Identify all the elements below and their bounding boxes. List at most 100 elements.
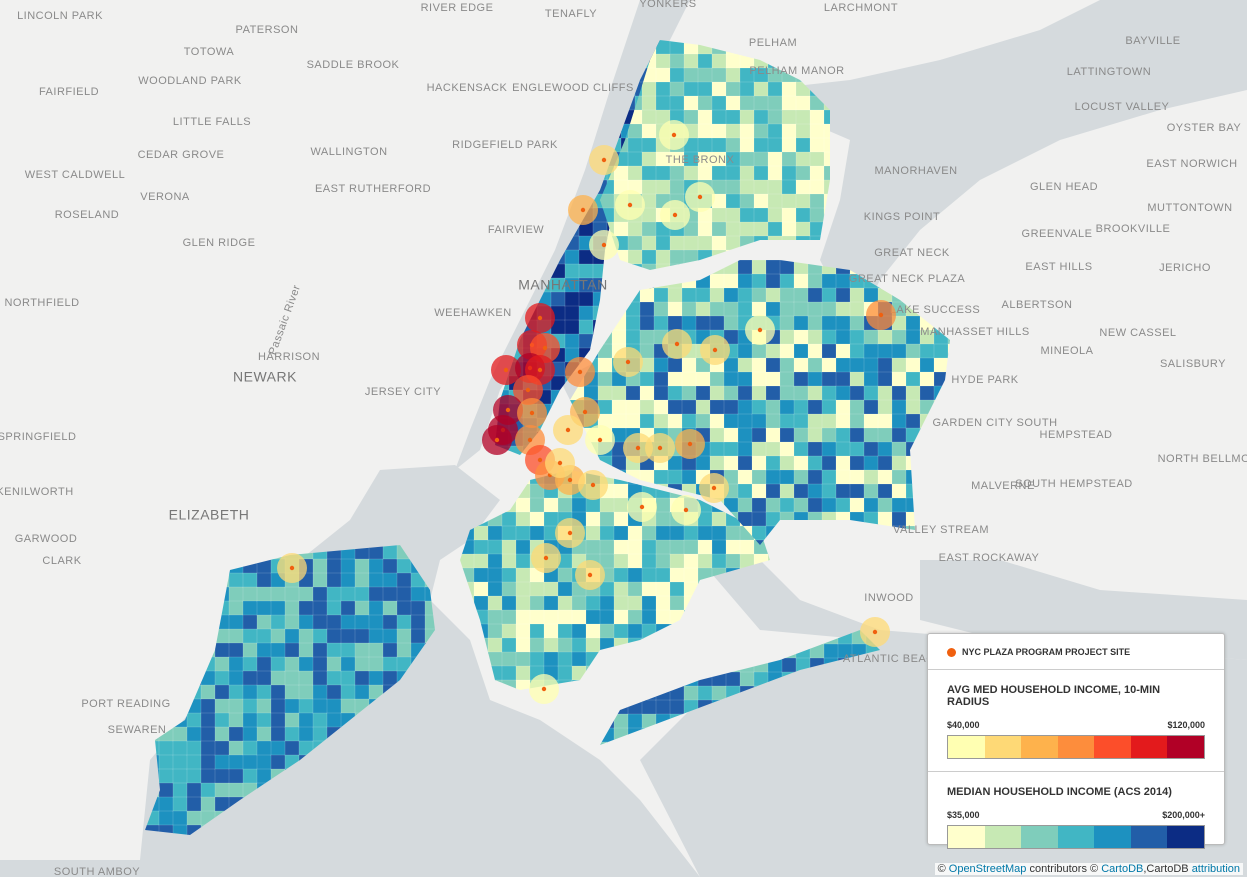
tract	[683, 95, 699, 111]
tract	[683, 685, 699, 701]
tract	[326, 698, 342, 714]
tract	[382, 586, 398, 602]
tract	[807, 301, 823, 317]
tract	[739, 81, 755, 97]
tract	[877, 343, 893, 359]
tract	[751, 287, 767, 303]
tract	[396, 600, 412, 616]
tract	[667, 315, 683, 331]
tract	[725, 193, 741, 209]
tract	[723, 357, 739, 373]
tract	[737, 441, 753, 457]
tract	[641, 581, 657, 597]
tract	[627, 221, 643, 237]
tract	[585, 609, 601, 625]
tract	[597, 371, 613, 387]
tract	[877, 511, 893, 527]
tract	[751, 483, 767, 499]
tract	[891, 371, 907, 387]
tract	[186, 726, 202, 742]
tract	[515, 581, 531, 597]
tract	[487, 609, 503, 625]
tract	[326, 642, 342, 658]
attribution-link[interactable]: attribution	[1191, 863, 1240, 875]
tract	[739, 221, 755, 237]
radius-legend: AVG MED HOUSEHOLD INCOME, 10-MIN RADIUS …	[928, 684, 1224, 759]
tract	[641, 207, 657, 223]
tract	[753, 151, 769, 167]
tract	[599, 525, 615, 541]
tract	[891, 385, 907, 401]
tract	[683, 539, 699, 555]
tract	[214, 656, 230, 672]
tract	[501, 567, 517, 583]
tract	[795, 193, 811, 209]
place-label: VALLEY STREAM	[893, 524, 989, 536]
cartodb-link[interactable]: CartoDB	[1101, 863, 1144, 875]
tract	[737, 399, 753, 415]
tract	[683, 109, 699, 125]
tract	[599, 623, 615, 639]
tract	[807, 343, 823, 359]
place-label: HYDE PARK	[951, 374, 1018, 386]
tract	[256, 628, 272, 644]
tract	[835, 385, 851, 401]
tract	[723, 455, 739, 471]
tract	[751, 427, 767, 443]
tract	[709, 385, 725, 401]
place-label: BROOKVILLE	[1096, 223, 1171, 235]
tract	[669, 179, 685, 195]
tract	[564, 333, 580, 349]
tract	[739, 179, 755, 195]
tract	[639, 301, 655, 317]
tract	[823, 137, 830, 153]
tract	[779, 413, 795, 429]
site-point	[289, 565, 295, 571]
tract	[807, 385, 823, 401]
tract	[214, 642, 230, 658]
osm-link[interactable]: OpenStreetMap	[948, 863, 1027, 875]
tract	[765, 385, 781, 401]
tract	[655, 595, 671, 611]
tract	[242, 642, 258, 658]
tract	[354, 670, 370, 686]
tract	[473, 595, 489, 611]
tract	[863, 343, 879, 359]
tract	[781, 151, 797, 167]
tract	[739, 137, 755, 153]
tract	[641, 553, 657, 569]
tract	[460, 553, 475, 569]
ramp-swatch	[1130, 736, 1168, 758]
legend-ends: $35,000 $200,000+	[947, 810, 1205, 820]
tract	[695, 413, 711, 429]
tract	[284, 642, 300, 658]
ramp-swatch	[1057, 736, 1095, 758]
tract	[795, 137, 811, 153]
tract	[807, 371, 823, 387]
tract	[228, 670, 244, 686]
tract	[849, 483, 865, 499]
place-label: WALLINGTON	[310, 146, 387, 158]
tract	[473, 567, 489, 583]
tract	[849, 497, 865, 513]
tract	[793, 483, 809, 499]
tract	[655, 699, 671, 715]
tract	[585, 539, 601, 555]
tract	[751, 413, 767, 429]
tract	[821, 371, 837, 387]
site-point	[590, 482, 596, 488]
place-label: GREAT NECK PLAZA	[849, 273, 966, 285]
tract	[765, 413, 781, 429]
tract	[564, 249, 580, 265]
tract	[709, 273, 725, 289]
place-label: HEMPSTEAD	[1040, 429, 1113, 441]
tract	[200, 740, 216, 756]
tract	[326, 684, 342, 700]
tract	[200, 768, 216, 784]
site-point	[625, 359, 631, 365]
site-point	[712, 347, 718, 353]
tract	[723, 399, 739, 415]
tract	[793, 385, 809, 401]
tract	[737, 469, 753, 485]
